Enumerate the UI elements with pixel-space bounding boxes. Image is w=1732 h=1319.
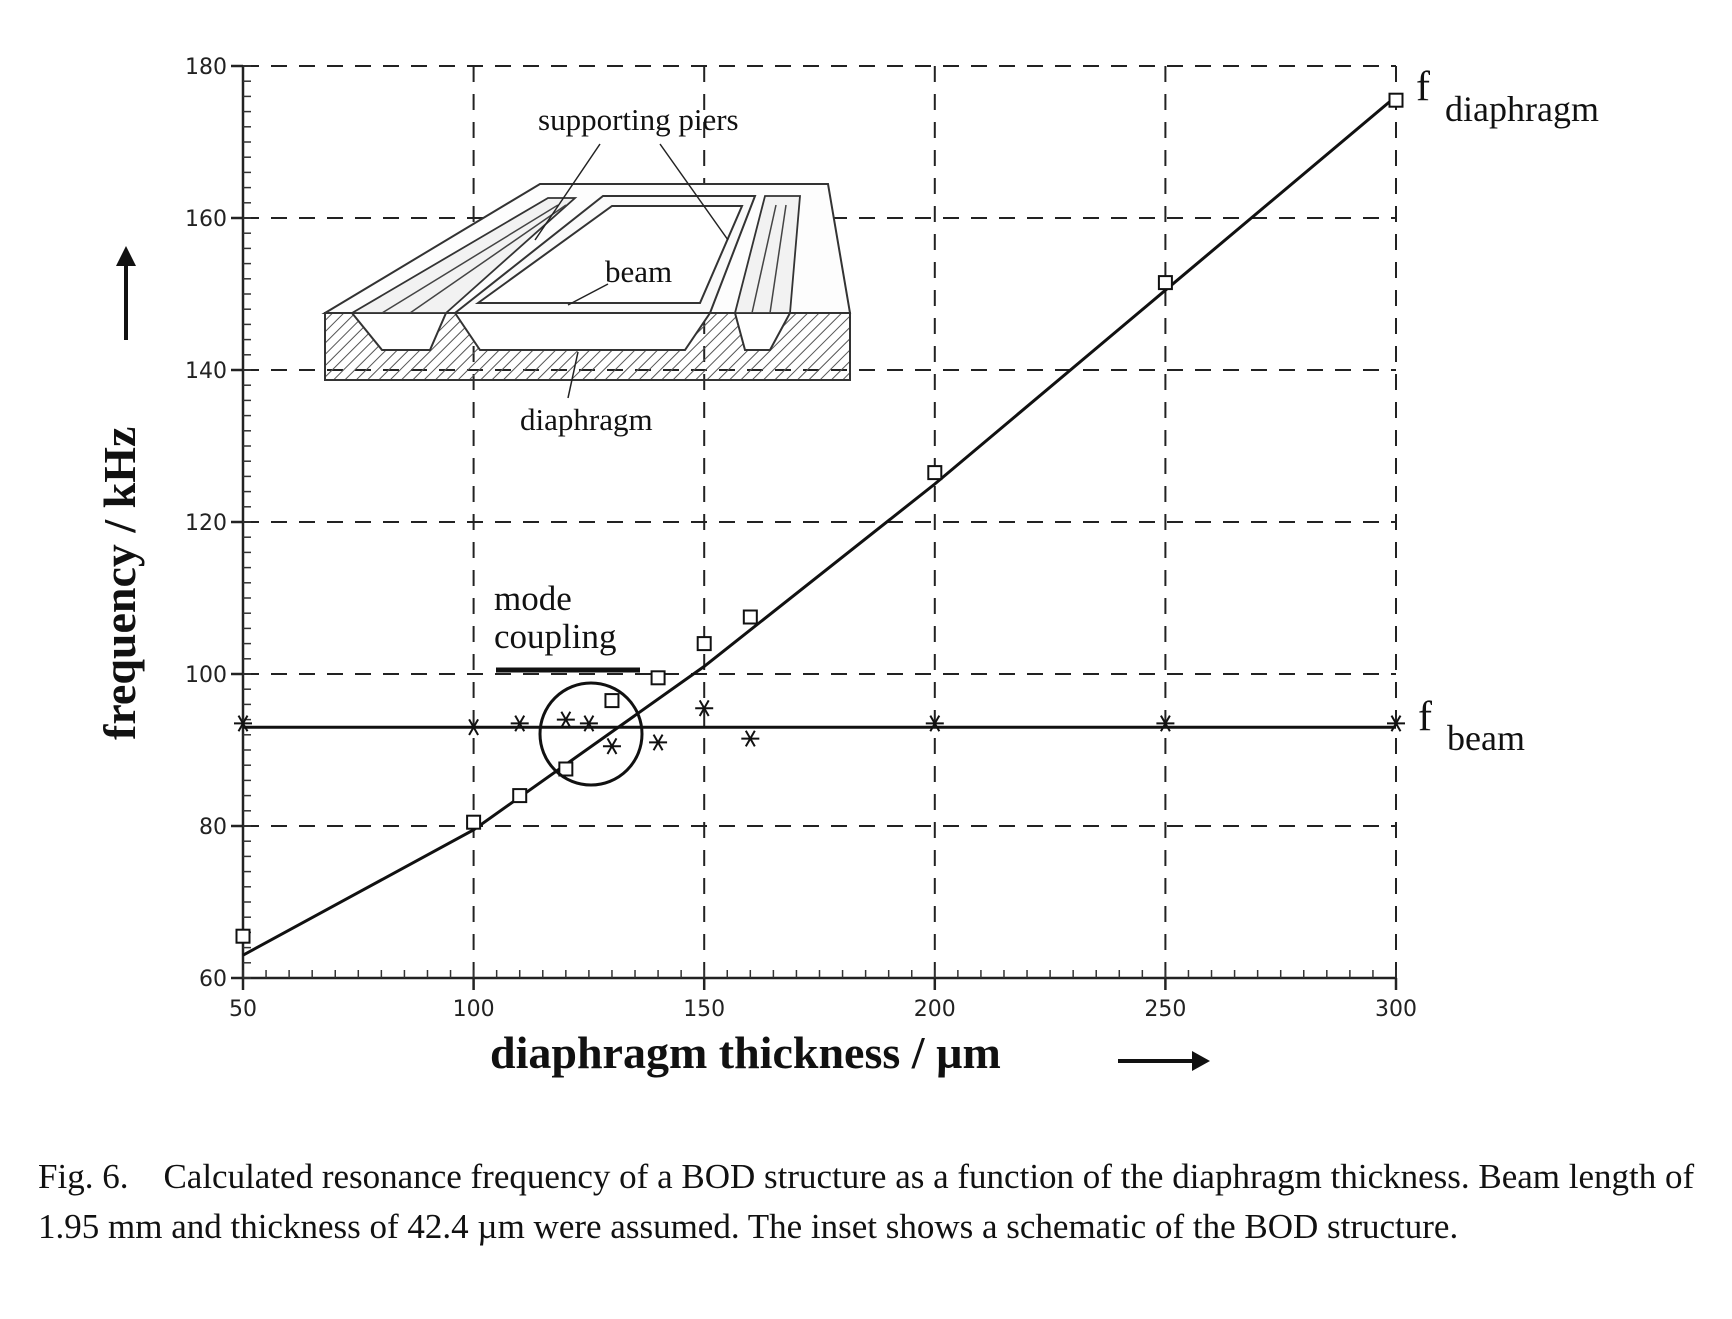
data-point-beam — [234, 715, 252, 732]
data-point-beam — [1156, 715, 1175, 732]
inset-trench-left — [348, 197, 578, 314]
x-tick-label: 250 — [1144, 997, 1186, 1022]
star-stroke — [652, 734, 664, 751]
inset-piers-label: supporting piers — [538, 102, 739, 137]
inset-diaphragm-label: diaphragm — [520, 402, 653, 437]
star-stroke — [237, 715, 249, 732]
y-tick-label: 80 — [199, 815, 227, 840]
data-point-beam — [695, 699, 714, 717]
x-tick-label: 100 — [453, 997, 495, 1022]
series-lines — [242, 95, 1397, 957]
star-stroke — [744, 730, 756, 747]
data-point-beam — [925, 715, 944, 732]
star-stroke — [583, 715, 595, 732]
y-tick-label: 180 — [185, 55, 227, 80]
series-label-diaphragm-f: f — [1416, 64, 1430, 110]
data-point-diaphragm — [604, 693, 620, 709]
x-tick-label: 300 — [1375, 997, 1417, 1022]
axis-ticks — [231, 64, 1398, 990]
data-point-diaphragm — [650, 670, 666, 686]
star-stroke — [929, 715, 941, 732]
x-tick-label: 50 — [229, 997, 257, 1022]
tick-labels: 50 100 150 200 250 300 60 80 100 120 140 160 180 — [185, 55, 1417, 1022]
star-stroke — [1390, 715, 1402, 732]
y-axis-arrow — [116, 246, 136, 340]
x-tick-label: 150 — [683, 997, 725, 1022]
data-point-beam — [464, 718, 483, 736]
data-point-diaphragm — [235, 928, 251, 944]
figure-caption: Fig. 6. Calculated resonance frequency o… — [38, 1157, 1695, 1246]
data-point-beam — [556, 711, 575, 728]
inset-beam-label: beam — [605, 254, 672, 289]
data-point-beam — [741, 730, 760, 747]
series-line-diaphragm — [242, 95, 1397, 957]
y-axis-label: frequency / kHz — [94, 427, 145, 740]
star-stroke — [606, 737, 618, 755]
x-axis-label: diaphragm thickness / µm — [490, 1027, 1001, 1078]
data-point-beam — [579, 715, 598, 732]
star-stroke — [468, 718, 479, 736]
star-stroke — [560, 711, 572, 728]
x-axis-arrow — [1118, 1051, 1210, 1071]
series-label-diaphragm-sub: diaphragm — [1445, 89, 1599, 129]
star-stroke — [1160, 715, 1171, 732]
y-tick-label: 140 — [185, 359, 227, 384]
data-point-beam — [602, 737, 621, 755]
series-label-beam-f: f — [1418, 694, 1432, 740]
inset-schematic — [321, 143, 852, 399]
y-tick-label: 160 — [185, 207, 227, 232]
data-point-diaphragm — [1157, 275, 1173, 291]
data-point-diaphragm — [1388, 92, 1404, 108]
star-stroke — [514, 715, 526, 732]
inset-cavity-center — [453, 312, 712, 351]
data-point-beam — [649, 734, 668, 751]
mode-coupling-circle — [538, 681, 644, 787]
data-point-diaphragm — [512, 788, 528, 804]
y-tick-label: 60 — [199, 967, 227, 992]
data-point-diaphragm — [466, 814, 482, 830]
data-point-diaphragm — [742, 609, 758, 625]
data-point-diaphragm — [558, 761, 574, 777]
mode-label: mode — [494, 579, 572, 618]
inset-beam-opening — [474, 205, 744, 304]
data-point-beam — [1387, 715, 1405, 732]
data-point-diaphragm — [927, 465, 943, 481]
x-tick-label: 200 — [914, 997, 956, 1022]
coupling-label: coupling — [494, 617, 616, 656]
series-label-beam-sub: beam — [1447, 718, 1525, 758]
series-points — [234, 92, 1405, 944]
data-point-diaphragm — [696, 636, 712, 652]
y-tick-label: 120 — [185, 511, 227, 536]
chart: 50 100 150 200 250 300 60 80 100 120 140 160 180 — [94, 55, 1599, 1078]
y-tick-label: 100 — [185, 663, 227, 688]
star-stroke — [698, 699, 710, 717]
data-point-beam — [510, 715, 529, 732]
